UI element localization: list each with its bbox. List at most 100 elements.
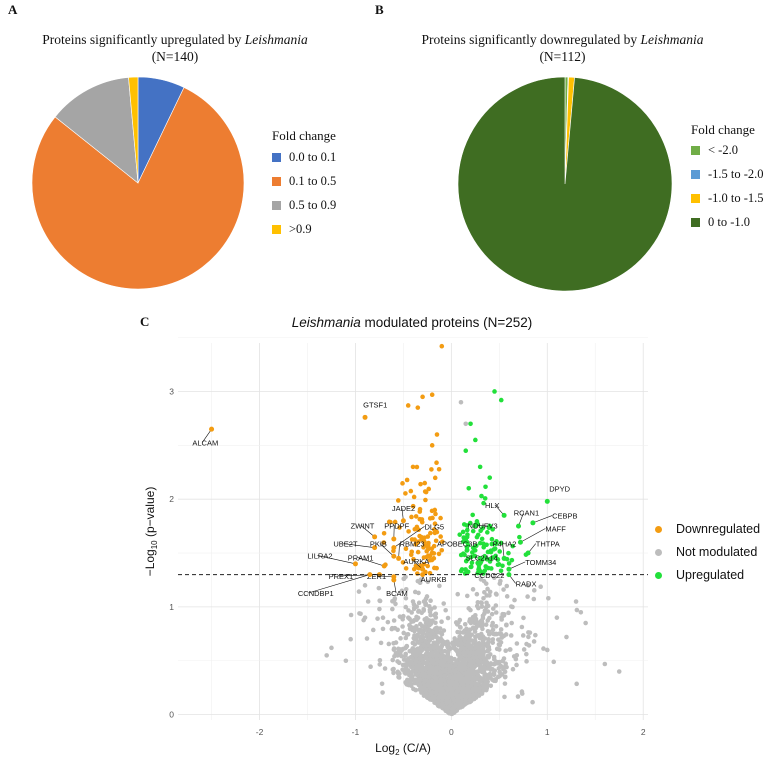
volcano-point-not-modulated: [465, 630, 471, 635]
volcano-point-not-modulated: [398, 636, 403, 641]
volcano-point-upregulated: [475, 532, 481, 538]
volcano-point-not-modulated: [362, 615, 368, 620]
volcano-point-not-modulated: [455, 675, 461, 681]
volcano-point-not-modulated: [478, 658, 484, 664]
volcano-point-not-modulated: [602, 661, 608, 667]
x-tick-label: 2: [641, 727, 646, 737]
volcano-point-not-modulated: [524, 659, 529, 664]
volcano-point-not-modulated: [407, 648, 413, 654]
volcano-point-not-modulated: [445, 686, 450, 692]
volcano-point-not-modulated: [427, 609, 433, 615]
volcano-point-not-modulated: [411, 605, 417, 610]
volcano-point-upregulated: [497, 549, 502, 554]
volcano-point-not-modulated: [435, 640, 441, 646]
volcano-point-not-modulated: [487, 589, 493, 595]
volcano-point-not-modulated: [462, 666, 468, 671]
volcano-point-upregulated: [470, 528, 476, 534]
volcano-point-not-modulated: [519, 691, 525, 696]
volcano-point-downregulated: [438, 534, 443, 539]
pie-a-legend-swatch: [272, 177, 281, 186]
volcano-point-not-modulated: [446, 694, 451, 700]
volcano-point-not-modulated: [476, 641, 481, 646]
volcano-point-upregulated: [517, 534, 522, 540]
pie-chart-a: [31, 76, 245, 290]
pie-b-legend-swatch: [691, 170, 700, 179]
volcano-point-not-modulated: [439, 702, 445, 707]
volcano-point-not-modulated: [495, 674, 501, 680]
volcano-point-not-modulated: [450, 664, 456, 670]
volcano-point-label: CEBPB: [552, 512, 577, 521]
volcano-point-not-modulated: [456, 671, 462, 677]
volcano-point-not-modulated: [482, 636, 488, 641]
volcano-point-not-modulated: [400, 624, 405, 629]
pie-a-title-italic: Leishmania: [244, 32, 308, 47]
volcano-point-not-modulated: [487, 593, 492, 598]
volcano-plot: ALCAM GTSF1 JADE2 ZWINT PPDPF DLG5 UBE2T PKIB RB…: [143, 337, 648, 757]
volcano-legend-label: Downregulated: [676, 522, 761, 536]
volcano-point-downregulated: [381, 531, 387, 536]
volcano-point-not-modulated: [466, 606, 472, 611]
volcano-point-not-modulated: [458, 399, 464, 405]
volcano-point-not-modulated: [531, 596, 537, 602]
volcano-point-not-modulated: [485, 666, 491, 671]
volcano-point-upregulated: [468, 564, 474, 570]
volcano-point-not-modulated: [525, 594, 530, 599]
volcano-point-upregulated: [458, 552, 464, 558]
volcano-point-upregulated: [510, 543, 516, 549]
volcano-point-downregulated: [414, 464, 420, 470]
volcano-point-not-modulated: [423, 655, 428, 660]
volcano-point-not-modulated: [443, 667, 448, 673]
volcano-labeled-point: [352, 561, 358, 567]
volcano-point-not-modulated: [403, 651, 409, 657]
volcano-point-not-modulated: [457, 634, 463, 640]
volcano-point-downregulated: [422, 535, 427, 540]
volcano-point-upregulated: [498, 568, 504, 574]
volcano-label-leader: [520, 528, 546, 543]
volcano-labeled-point: [391, 577, 397, 583]
volcano-point-downregulated: [417, 506, 423, 512]
volcano-point-not-modulated: [519, 624, 525, 630]
volcano-point-downregulated: [405, 403, 411, 408]
volcano-point-not-modulated: [441, 677, 447, 683]
volcano-point-not-modulated: [484, 600, 489, 606]
volcano-point-not-modulated: [501, 633, 507, 639]
volcano-point-downregulated: [408, 552, 414, 558]
volcano-point-not-modulated: [329, 645, 334, 651]
volcano-point-not-modulated: [481, 578, 487, 584]
volcano-point-not-modulated: [403, 604, 409, 610]
volcano-point-not-modulated: [453, 671, 459, 677]
volcano-point-not-modulated: [490, 637, 496, 642]
volcano-point-not-modulated: [583, 620, 588, 626]
volcano-point-not-modulated: [471, 676, 477, 681]
volcano-labels: ALCAM GTSF1 JADE2 ZWINT PPDPF DLG5 UBE2T PKIB RB…: [192, 401, 577, 598]
volcano-point-label: PKIB: [370, 540, 387, 549]
volcano-point-downregulated: [409, 514, 414, 520]
volcano-point-label: P4HA2: [493, 540, 517, 549]
volcano-point-not-modulated: [428, 691, 433, 696]
volcano-point-downregulated: [429, 392, 435, 398]
volcano-point-not-modulated: [510, 604, 515, 610]
volcano-label-leader: [393, 526, 425, 548]
volcano-point-not-modulated: [491, 661, 497, 667]
volcano-point-not-modulated: [467, 617, 473, 622]
volcano-point-not-modulated: [447, 655, 452, 661]
x-tick-label: -1: [352, 727, 360, 737]
volcano-labeled-point: [362, 414, 368, 420]
volcano-point-not-modulated: [462, 678, 468, 683]
volcano-point-not-modulated: [380, 626, 386, 632]
volcano-point-not-modulated: [434, 634, 440, 640]
volcano-point-not-modulated: [530, 699, 535, 705]
volcano-point-not-modulated: [403, 680, 408, 685]
volcano-point-upregulated: [466, 485, 472, 491]
volcano-point-upregulated: [482, 553, 487, 559]
volcano-point-not-modulated: [531, 588, 537, 593]
volcano-point-not-modulated: [497, 642, 503, 648]
volcano-point-not-modulated: [462, 621, 468, 627]
volcano-point-not-modulated: [416, 590, 421, 596]
pie-b-legend-item: < -2.0: [691, 143, 738, 158]
volcano-point-label: RADX: [516, 579, 537, 588]
volcano-point-label: DPYD: [549, 485, 570, 494]
pie-a-legend-label: 0.1 to 0.5: [289, 174, 337, 188]
volcano-point-not-modulated: [573, 599, 579, 604]
volcano-point-not-modulated: [377, 598, 383, 604]
